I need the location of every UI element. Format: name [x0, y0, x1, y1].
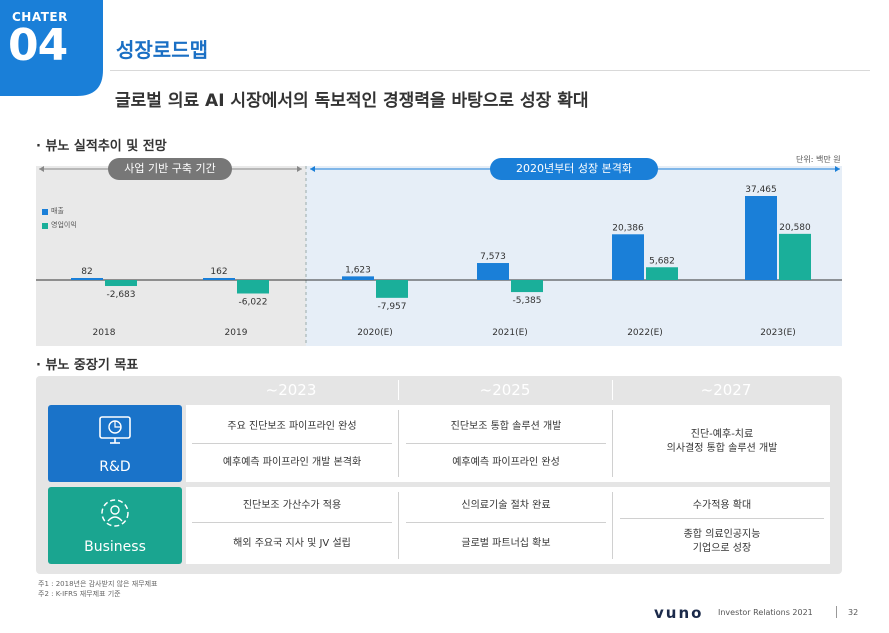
data-label-profit-2: -7,957 — [377, 302, 406, 312]
legend-label-profit: 영업이익 — [51, 221, 77, 229]
category-label-3: 2021(E) — [492, 328, 528, 338]
data-label-profit-3: -5,385 — [512, 296, 541, 306]
goal-rnd-2027-2: 의사결정 통합 솔루션 개발 — [666, 443, 778, 454]
goal-business-2027-2: 종합 의료인공지능 — [683, 529, 761, 540]
data-label-sales-1: 162 — [210, 267, 227, 277]
footer-label: Investor Relations 2021 — [718, 608, 813, 617]
bar-sales-4 — [612, 234, 644, 280]
page-title: 성장로드맵 — [116, 38, 208, 62]
category-label-2: 2020(E) — [357, 328, 393, 338]
category-label-business: Business — [84, 539, 146, 555]
data-label-profit-1: -6,022 — [238, 298, 267, 308]
bar-profit-4 — [646, 267, 678, 280]
page-number: 32 — [848, 608, 859, 617]
legend-swatch-profit — [42, 223, 48, 229]
business-goals-row — [186, 487, 830, 564]
goal-year-2027: ~2027 — [700, 381, 752, 399]
data-label-sales-3: 7,573 — [480, 252, 506, 262]
data-label-sales-4: 20,386 — [612, 223, 644, 233]
goal-year-2025: ~2025 — [479, 381, 531, 399]
bar-profit-0 — [105, 280, 137, 287]
bar-profit-2 — [376, 280, 408, 298]
category-business: Business — [48, 487, 182, 564]
goal-business-2023-2: 해외 주요국 지사 및 JV 설립 — [233, 538, 351, 549]
category-label-1: 2019 — [225, 328, 248, 338]
goal-rnd-2025-1: 진단보조 통합 솔루션 개발 — [450, 421, 562, 432]
goal-rnd-2023-1: 주요 진단보조 파이프라인 완성 — [227, 421, 357, 432]
vuno-logo: vuno — [654, 604, 704, 622]
unit-label: 단위: 백만 원 — [796, 155, 841, 164]
goal-business-2027-1: 수가적용 확대 — [692, 500, 752, 511]
bar-profit-1 — [237, 280, 269, 294]
period-label-left: 사업 기반 구축 기간 — [108, 158, 232, 180]
bar-sales-2 — [342, 276, 374, 280]
chapter-number: 04 — [8, 20, 68, 71]
data-label-sales-5: 37,465 — [745, 185, 777, 195]
data-label-profit-4: 5,682 — [649, 256, 675, 266]
footnote-1: 주1 : 2018년은 감사받지 않은 재무제표 — [38, 580, 158, 588]
data-label-sales-2: 1,623 — [345, 265, 371, 275]
category-label-5: 2023(E) — [760, 328, 796, 338]
bar-sales-0 — [71, 278, 103, 280]
bar-sales-5 — [745, 196, 777, 280]
bar-sales-3 — [477, 263, 509, 280]
goal-rnd-2027-1: 진단-예후-치료 — [690, 429, 754, 440]
goal-rnd-2025-2: 예후예측 파이프라인 완성 — [452, 457, 560, 468]
chapter-label: CHATER — [12, 10, 68, 24]
performance-chart: 82 -2,683 2018 162 -6,022 2019 1,623 -7,957 2020… — [36, 166, 842, 346]
goal-year-2023: ~2023 — [265, 381, 317, 399]
data-label-profit-5: 20,580 — [779, 223, 811, 233]
category-rnd: R&D — [48, 405, 182, 482]
goal-business-2025-2: 글로벌 파트너십 확보 — [461, 538, 551, 549]
category-label-0: 2018 — [93, 328, 116, 338]
title-divider — [110, 70, 870, 71]
bar-profit-5 — [779, 233, 811, 280]
goal-business-2023-1: 진단보조 가산수가 적용 — [242, 500, 342, 511]
category-label-rnd: R&D — [99, 459, 131, 475]
period-label-right: 2020년부터 성장 본격화 — [490, 158, 658, 180]
monitor-icon — [99, 416, 131, 444]
legend-label-sales: 매출 — [51, 207, 64, 215]
data-label-sales-0: 82 — [81, 267, 92, 277]
goal-rnd-2023-2: 예후예측 파이프라인 개발 본격화 — [222, 457, 362, 468]
bar-profit-3 — [511, 280, 543, 293]
page-subtitle: 글로벌 의료 AI 시장에서의 독보적인 경쟁력을 바탕으로 성장 확대 — [115, 91, 589, 111]
chapter-badge — [0, 0, 103, 96]
chart-bg-left — [36, 166, 306, 346]
data-label-profit-0: -2,683 — [106, 290, 135, 300]
bar-sales-1 — [203, 278, 235, 280]
goal-business-2025-1: 신의료기술 절차 완료 — [461, 500, 551, 511]
section-title-goals: 뷰노 중장기 목표 — [36, 354, 138, 373]
network-icon — [101, 499, 129, 527]
footnote-2: 주2 : K-IFRS 재무제표 기준 — [38, 590, 121, 598]
category-label-4: 2022(E) — [627, 328, 663, 338]
legend-swatch-sales — [42, 209, 48, 215]
section-title-performance: 뷰노 실적추이 및 전망 — [36, 135, 166, 154]
goal-business-2027-3: 기업으로 성장 — [692, 543, 752, 554]
